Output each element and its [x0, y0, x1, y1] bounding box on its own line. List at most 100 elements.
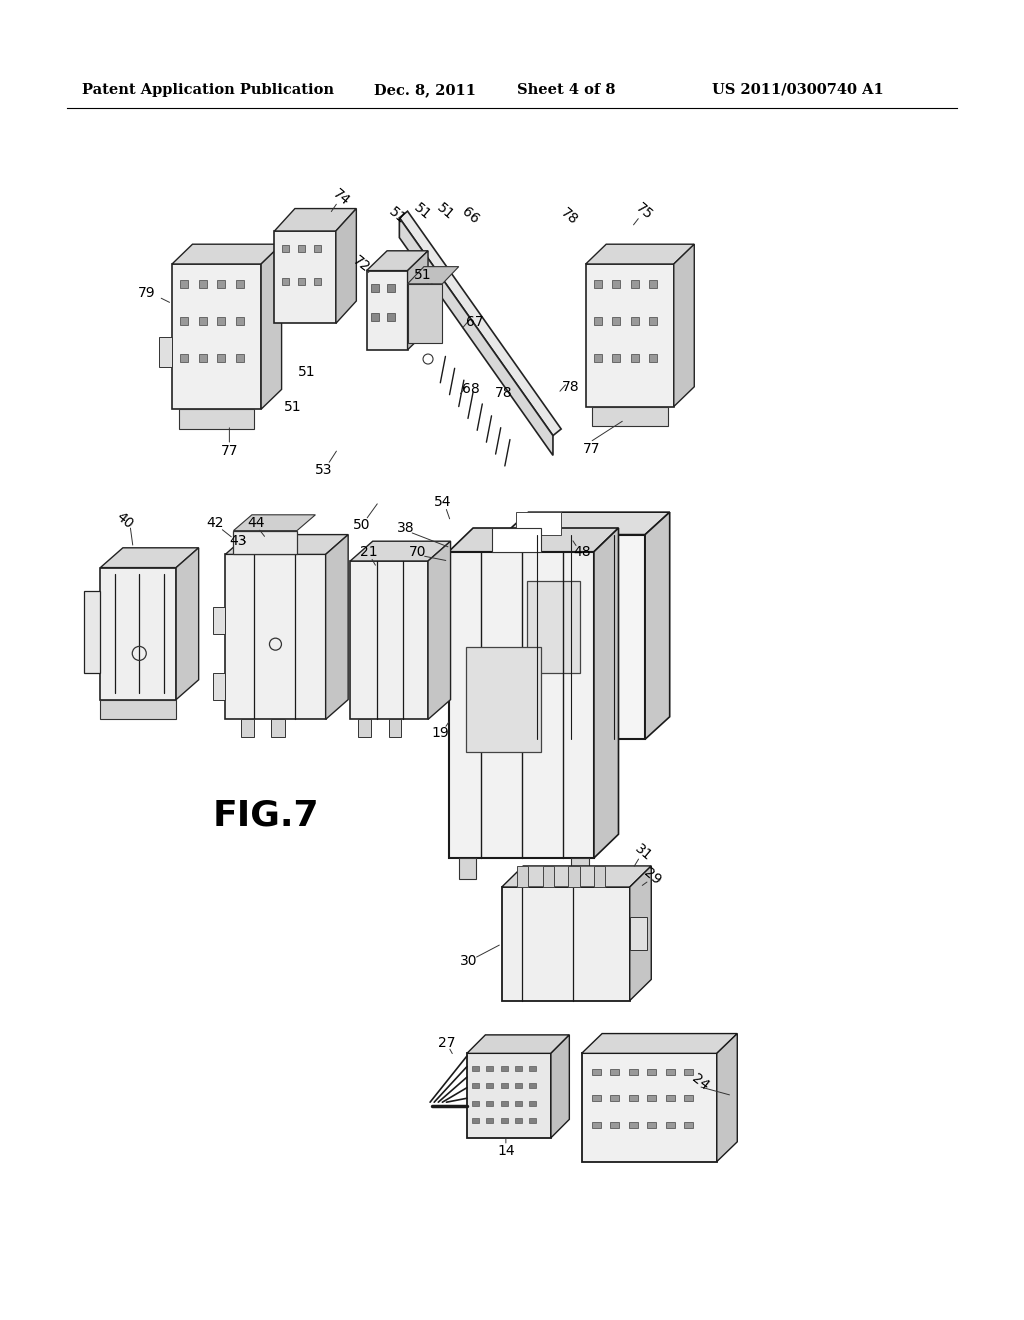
Polygon shape: [261, 244, 282, 409]
Polygon shape: [271, 719, 285, 737]
Text: 38: 38: [396, 521, 415, 535]
Bar: [217, 317, 225, 325]
Polygon shape: [594, 528, 618, 858]
Text: 51: 51: [298, 366, 316, 379]
Polygon shape: [630, 917, 647, 950]
Text: 70: 70: [409, 545, 427, 558]
Polygon shape: [326, 535, 348, 719]
Text: 50: 50: [352, 519, 371, 532]
Polygon shape: [399, 211, 561, 436]
Polygon shape: [517, 866, 528, 887]
Bar: [612, 317, 621, 325]
Bar: [298, 279, 305, 285]
Polygon shape: [367, 251, 428, 271]
Bar: [647, 1122, 656, 1127]
Polygon shape: [241, 719, 254, 737]
Bar: [217, 280, 225, 288]
Polygon shape: [176, 548, 199, 700]
Polygon shape: [172, 264, 261, 409]
Polygon shape: [225, 554, 326, 719]
Bar: [236, 317, 244, 325]
Text: 51: 51: [386, 205, 409, 226]
Text: 78: 78: [558, 206, 581, 227]
Bar: [515, 1118, 522, 1123]
Polygon shape: [467, 1035, 569, 1053]
Polygon shape: [504, 535, 645, 739]
Bar: [236, 280, 244, 288]
Bar: [529, 1118, 537, 1123]
Bar: [610, 1122, 620, 1127]
Polygon shape: [492, 528, 541, 552]
Bar: [529, 1101, 537, 1106]
Bar: [371, 284, 379, 292]
Polygon shape: [159, 337, 172, 367]
Bar: [594, 354, 602, 362]
Text: 21: 21: [359, 545, 378, 558]
Bar: [387, 284, 395, 292]
Polygon shape: [516, 512, 561, 535]
Bar: [199, 317, 207, 325]
Text: 53: 53: [314, 463, 333, 477]
Text: 43: 43: [228, 535, 247, 548]
Bar: [629, 1069, 638, 1074]
Polygon shape: [502, 866, 651, 887]
Bar: [180, 280, 188, 288]
Text: Dec. 8, 2011: Dec. 8, 2011: [374, 83, 476, 96]
Text: 77: 77: [583, 442, 601, 455]
Text: 51: 51: [284, 400, 302, 413]
Bar: [236, 354, 244, 362]
Bar: [314, 246, 322, 252]
Bar: [610, 1096, 620, 1101]
Polygon shape: [645, 512, 670, 739]
Polygon shape: [172, 244, 282, 264]
Bar: [472, 1067, 479, 1072]
Bar: [610, 1069, 620, 1074]
Polygon shape: [100, 548, 199, 568]
Polygon shape: [84, 591, 100, 673]
Polygon shape: [502, 887, 630, 1001]
Bar: [472, 1101, 479, 1106]
Text: 54: 54: [433, 495, 452, 508]
Polygon shape: [630, 866, 651, 1001]
Bar: [629, 1122, 638, 1127]
Text: 78: 78: [495, 387, 513, 400]
Text: 40: 40: [114, 510, 136, 531]
Polygon shape: [179, 409, 254, 429]
Bar: [649, 317, 657, 325]
Bar: [486, 1067, 494, 1072]
Polygon shape: [213, 673, 225, 700]
Bar: [282, 279, 289, 285]
Bar: [666, 1069, 675, 1074]
Bar: [612, 280, 621, 288]
Bar: [631, 354, 639, 362]
Text: 51: 51: [414, 268, 432, 281]
Bar: [180, 317, 188, 325]
Text: 74: 74: [330, 187, 352, 209]
Polygon shape: [350, 541, 451, 561]
Bar: [199, 280, 207, 288]
Text: 44: 44: [247, 516, 265, 529]
Polygon shape: [467, 1053, 551, 1138]
Polygon shape: [594, 866, 605, 887]
Text: 31: 31: [632, 842, 654, 863]
Polygon shape: [449, 552, 594, 858]
Bar: [472, 1118, 479, 1123]
Polygon shape: [449, 528, 618, 552]
Bar: [666, 1122, 675, 1127]
Polygon shape: [408, 284, 442, 343]
Bar: [501, 1067, 508, 1072]
Bar: [629, 1096, 638, 1101]
Text: 19: 19: [431, 726, 450, 739]
Polygon shape: [466, 647, 541, 752]
Polygon shape: [717, 1034, 737, 1162]
Polygon shape: [367, 271, 408, 350]
Text: 14: 14: [497, 1144, 515, 1158]
Polygon shape: [350, 561, 428, 719]
Bar: [501, 1118, 508, 1123]
Text: 78: 78: [561, 380, 580, 393]
Bar: [298, 246, 305, 252]
Text: Patent Application Publication: Patent Application Publication: [82, 83, 334, 96]
Polygon shape: [100, 568, 176, 700]
Bar: [282, 246, 289, 252]
Text: 24: 24: [689, 1072, 712, 1093]
